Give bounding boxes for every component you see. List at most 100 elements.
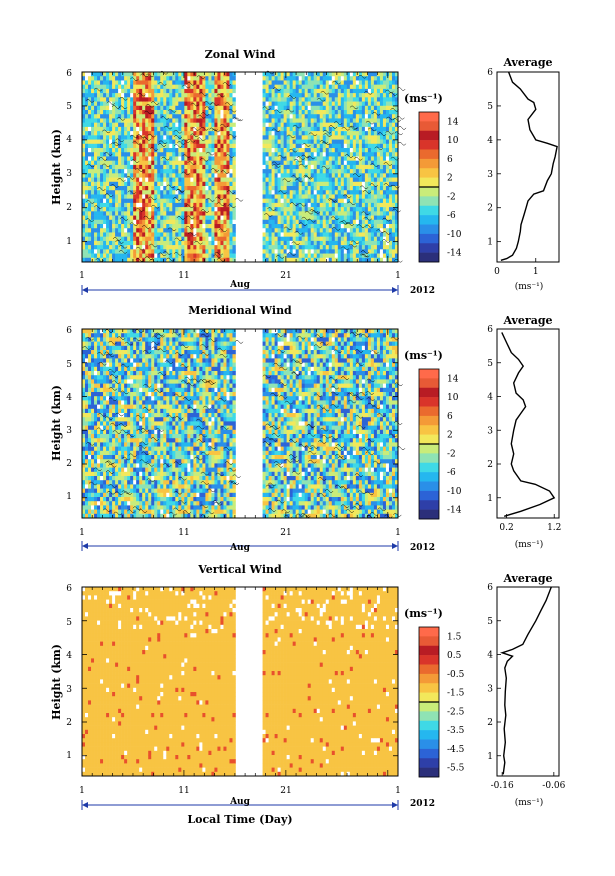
heatmap-cell (283, 232, 287, 237)
heatmap-cell (271, 202, 275, 208)
heatmap-cell (100, 169, 104, 174)
heatmap-cell (229, 110, 233, 115)
heatmap-cell (328, 224, 333, 229)
contour-line (149, 147, 159, 151)
heatmap-cell (286, 80, 290, 85)
heatmap-cell (94, 358, 98, 363)
heatmap-cell (124, 84, 128, 90)
heatmap-cell (328, 148, 333, 153)
heatmap-cell (370, 126, 375, 132)
heatmap-cell (271, 80, 275, 85)
heatmap-cell (358, 164, 363, 170)
heatmap-cell (328, 114, 333, 119)
heatmap-cell (268, 143, 272, 149)
heatmap-cell (88, 425, 92, 431)
heatmap-cell (160, 156, 164, 161)
heatmap-cell (370, 97, 375, 102)
heatmap-cell (265, 181, 269, 187)
heatmap-cell (100, 97, 104, 102)
heatmap-cell (313, 177, 318, 183)
heatmap-cell (88, 190, 92, 195)
heatmap-cell (124, 101, 128, 107)
heatmap-cell (103, 135, 107, 140)
heatmap-cell (229, 88, 233, 94)
heatmap-cell (367, 173, 372, 178)
heatmap-cell (325, 143, 330, 149)
heatmap-cell (331, 194, 336, 199)
heatmap-cell (367, 152, 372, 157)
heatmap-cell (118, 232, 122, 237)
heatmap-cell (394, 148, 399, 153)
heatmap-cell (187, 122, 191, 128)
heatmap-cell (124, 207, 128, 212)
heatmap-cell (202, 169, 206, 174)
heatmap-cell (193, 228, 197, 233)
heatmap-cell (328, 219, 333, 225)
heatmap-cell (115, 215, 119, 221)
heatmap-cell (88, 417, 92, 422)
heatmap-cell (97, 126, 101, 132)
heatmap-cell (262, 240, 266, 246)
heatmap-cell (196, 186, 200, 191)
heatmap-cell (304, 177, 309, 183)
heatmap-cell (208, 173, 212, 178)
heatmap-cell (361, 207, 366, 212)
heatmap-cell (352, 84, 357, 90)
heatmap-cell (373, 219, 378, 225)
heatmap-cell (106, 88, 110, 94)
heatmap-cell (286, 202, 290, 208)
heatmap-cell (316, 93, 321, 98)
heatmap-cell (148, 160, 152, 166)
heatmap-cell (337, 122, 342, 128)
heatmap-cell (166, 245, 170, 250)
heatmap-cell (292, 181, 296, 187)
heatmap-cell (337, 118, 342, 123)
heatmap-cell (184, 72, 188, 77)
heatmap-cell (103, 253, 107, 259)
heatmap-cell (286, 173, 290, 178)
heatmap-cell (202, 240, 206, 246)
heatmap-cell (301, 194, 306, 199)
heatmap-cell (136, 215, 140, 221)
heatmap-cell (340, 173, 345, 178)
heatmap-cell (376, 224, 381, 229)
heatmap-cell (94, 375, 98, 380)
heatmap-cell (121, 207, 125, 212)
contour-line (143, 215, 152, 220)
heatmap-cell (112, 257, 116, 263)
heatmap-cell (211, 211, 215, 216)
heatmap-cell (88, 215, 92, 221)
heatmap-cell (172, 76, 176, 81)
heatmap-cell (274, 135, 278, 140)
heatmap-cell (124, 131, 128, 136)
heatmap-cell (214, 72, 218, 77)
heatmap-cell (139, 253, 143, 259)
heatmap-cell (322, 228, 327, 233)
heatmap-cell (127, 156, 131, 161)
heatmap-cell (136, 169, 140, 174)
heatmap-cell (82, 467, 86, 473)
heatmap-cell (214, 122, 218, 128)
heatmap-cell (199, 186, 203, 191)
heatmap-cell (82, 76, 86, 81)
heatmap-cell (373, 110, 378, 115)
heatmap-cell (145, 198, 149, 204)
heatmap-cell (154, 202, 158, 208)
heatmap-cell (373, 253, 378, 259)
heatmap-cell (220, 211, 224, 216)
heatmap-cell (343, 173, 348, 178)
heatmap-cell (304, 84, 309, 90)
heatmap-cell (181, 156, 185, 161)
heatmap-cell (166, 257, 170, 263)
heatmap-cell (376, 215, 381, 221)
heatmap-cell (331, 202, 336, 208)
heatmap-cell (100, 211, 104, 216)
heatmap-cell (367, 135, 372, 140)
heatmap-cell (187, 236, 191, 242)
heatmap-cell (370, 240, 375, 246)
heatmap-cell (367, 249, 372, 254)
heatmap-cell (223, 194, 227, 199)
heatmap-cell (172, 169, 176, 174)
heatmap-cell (103, 207, 107, 212)
